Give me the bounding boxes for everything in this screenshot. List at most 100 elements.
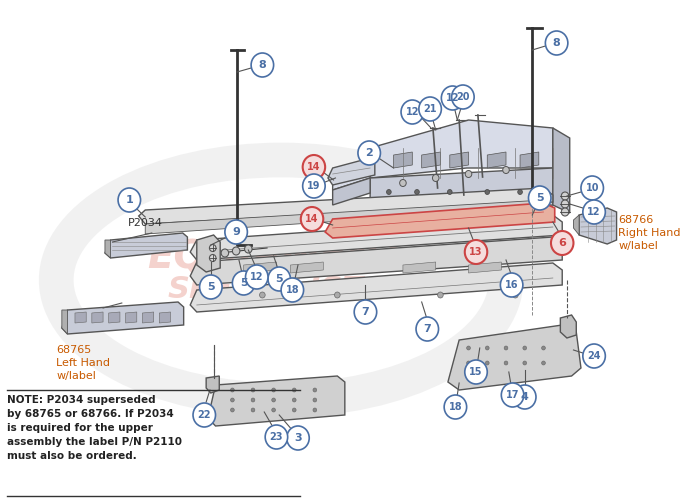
Polygon shape [290,262,323,273]
Polygon shape [75,312,86,323]
Text: 1: 1 [125,195,133,205]
Polygon shape [208,376,345,426]
Circle shape [232,247,240,255]
Circle shape [466,346,471,350]
Text: 12: 12 [587,207,601,217]
Circle shape [542,361,545,365]
Circle shape [441,86,464,110]
Circle shape [486,361,489,365]
Text: 20: 20 [456,92,470,102]
Text: 13: 13 [469,247,483,257]
Circle shape [358,141,380,165]
Polygon shape [333,165,370,190]
Text: 22: 22 [197,410,211,420]
Circle shape [444,395,466,419]
Polygon shape [403,262,436,273]
Polygon shape [109,312,120,323]
Text: 14: 14 [306,214,319,224]
Circle shape [523,346,527,350]
Circle shape [503,167,509,174]
Circle shape [231,388,234,392]
Circle shape [561,208,569,216]
Polygon shape [370,120,553,178]
Circle shape [313,398,316,402]
Text: 18: 18 [286,285,299,295]
Circle shape [118,188,140,212]
Circle shape [287,426,309,450]
Polygon shape [325,203,555,238]
Text: 5: 5 [536,193,544,203]
Text: 23: 23 [270,432,283,442]
Text: NOTE: P2034 superseded
by 68765 or 68766. If P2034
is required for the upper
ass: NOTE: P2034 superseded by 68765 or 68766… [8,395,182,461]
Circle shape [210,245,216,251]
Polygon shape [520,152,539,168]
Circle shape [583,344,606,368]
Circle shape [465,171,472,178]
Text: 16: 16 [505,280,519,290]
Text: 24: 24 [587,351,601,361]
Circle shape [268,267,290,291]
Circle shape [465,360,487,384]
Circle shape [303,155,325,179]
Text: SPECIALISTS: SPECIALISTS [167,275,386,304]
Circle shape [292,388,296,392]
Text: 15: 15 [469,367,483,377]
Polygon shape [394,152,412,168]
Polygon shape [62,302,184,334]
Circle shape [272,388,275,392]
Polygon shape [145,200,553,234]
Circle shape [354,300,377,324]
Text: 12: 12 [446,93,460,103]
Polygon shape [333,178,370,205]
Circle shape [500,273,523,297]
Circle shape [504,346,508,350]
Circle shape [401,100,423,124]
Polygon shape [190,237,562,285]
Circle shape [232,271,255,295]
Polygon shape [190,263,562,312]
Circle shape [583,200,606,224]
Circle shape [281,278,303,302]
Circle shape [529,186,551,210]
Polygon shape [92,312,103,323]
Text: 12: 12 [406,107,419,117]
Text: EQUIPMENT: EQUIPMENT [147,239,406,277]
Circle shape [432,175,439,182]
Circle shape [451,85,474,109]
Circle shape [416,317,438,341]
Polygon shape [573,215,579,235]
Circle shape [465,240,487,264]
Text: 7: 7 [423,324,431,334]
Circle shape [231,408,234,412]
Text: 14: 14 [307,162,321,172]
Text: 68766
Right Hand
w/label: 68766 Right Hand w/label [619,215,681,251]
Circle shape [447,190,452,195]
Circle shape [545,31,568,55]
Circle shape [542,346,545,350]
Text: 5: 5 [207,282,214,292]
Circle shape [292,408,296,412]
Circle shape [518,190,523,195]
Polygon shape [197,235,220,272]
Circle shape [272,408,275,412]
Circle shape [551,231,573,255]
Circle shape [438,292,443,298]
Circle shape [514,385,536,409]
Circle shape [512,292,518,298]
Text: 5: 5 [240,278,247,288]
Polygon shape [138,188,553,224]
Circle shape [193,403,216,427]
Circle shape [581,176,603,200]
Circle shape [399,180,406,187]
Circle shape [251,398,255,402]
Circle shape [251,53,273,77]
Polygon shape [142,312,153,323]
Polygon shape [422,152,440,168]
Circle shape [301,207,323,231]
Polygon shape [450,152,469,168]
Circle shape [313,388,316,392]
Text: 3: 3 [294,433,302,443]
Circle shape [245,265,268,289]
Polygon shape [105,233,188,258]
Circle shape [486,346,489,350]
